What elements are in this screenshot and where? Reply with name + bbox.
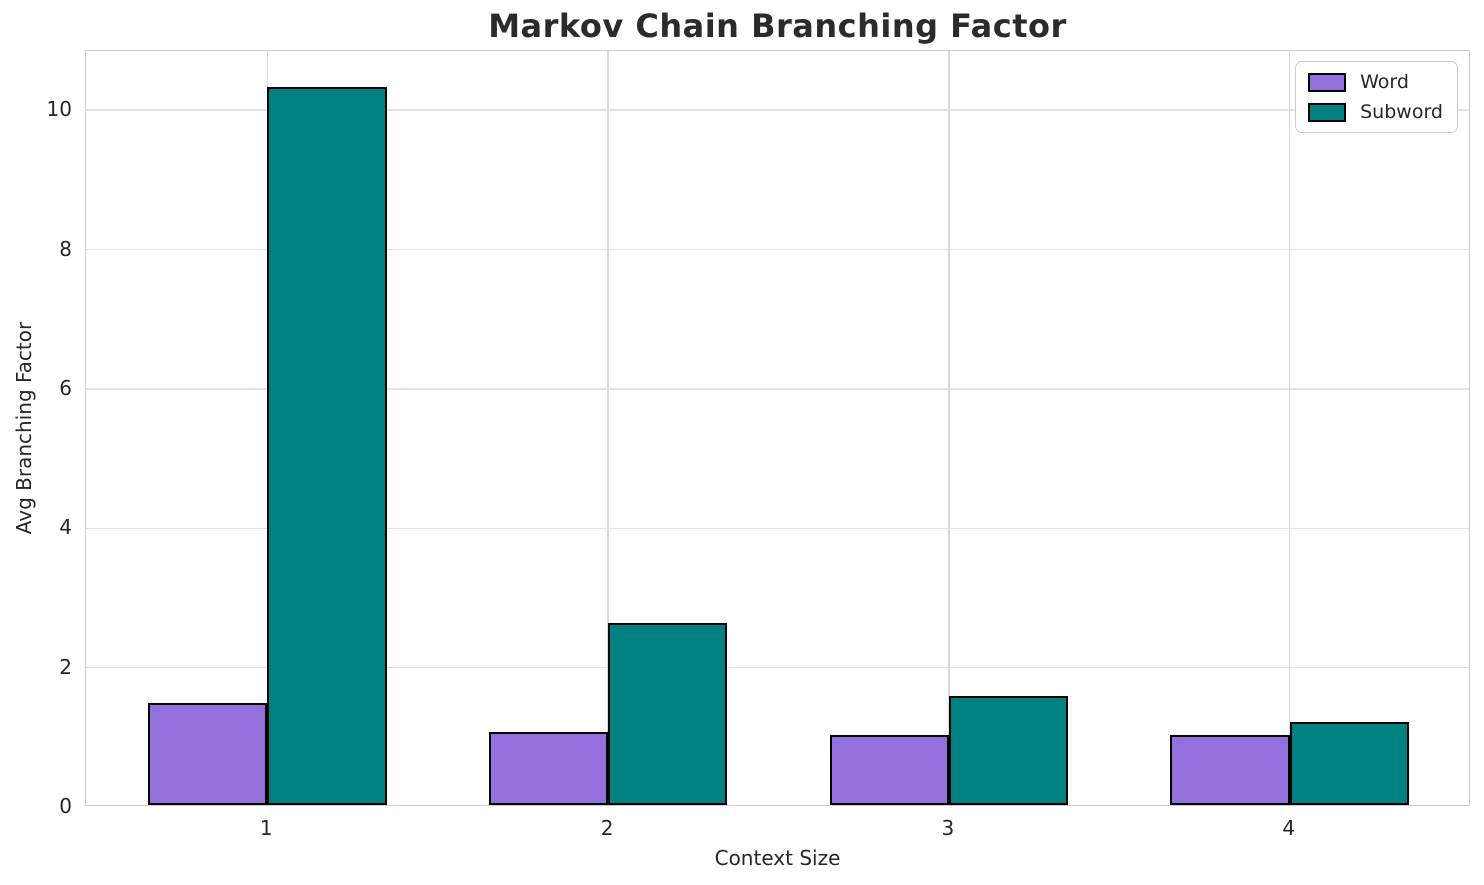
bar-subword-1 — [267, 87, 387, 805]
y-axis-label: Avg Branching Factor — [12, 321, 36, 535]
h-gridline — [86, 527, 1469, 530]
legend-row-subword: Subword — [1308, 101, 1443, 123]
legend-label: Subword — [1360, 101, 1443, 123]
y-tick-label: 8 — [59, 236, 72, 261]
h-gridline — [86, 666, 1469, 669]
legend-swatch-word — [1308, 72, 1347, 92]
x-tick-label: 2 — [600, 816, 614, 840]
x-axis-label: Context Size — [714, 846, 841, 870]
x-tick-label: 1 — [259, 816, 273, 840]
bar-word-2 — [488, 731, 609, 805]
y-tick-label: 0 — [59, 794, 72, 818]
x-tick-label: 4 — [1282, 816, 1296, 840]
y-tick-label: 6 — [59, 375, 72, 400]
legend-row-word: Word — [1308, 71, 1443, 93]
plot-area: Word Subword — [85, 50, 1470, 806]
chart-title: Markov Chain Branching Factor — [488, 7, 1067, 45]
v-gridline — [1288, 51, 1291, 805]
v-gridline — [948, 51, 950, 805]
bar-subword-3 — [948, 696, 1069, 805]
h-gridline — [86, 109, 1469, 111]
bar-word-4 — [1170, 735, 1290, 805]
legend: Word Subword — [1295, 61, 1458, 133]
legend-swatch-subword — [1308, 102, 1347, 122]
bar-word-1 — [148, 702, 268, 805]
bar-word-3 — [829, 734, 949, 805]
h-gridline — [86, 248, 1469, 251]
v-gridline — [607, 51, 609, 805]
bar-subword-4 — [1289, 722, 1409, 805]
y-tick-label: 2 — [59, 654, 72, 679]
bar-subword-2 — [608, 623, 728, 805]
x-tick-label: 3 — [941, 816, 955, 840]
y-tick-label: 10 — [46, 97, 72, 122]
legend-label: Word — [1360, 71, 1409, 93]
y-tick-label: 4 — [59, 515, 72, 540]
h-gridline — [86, 388, 1469, 390]
